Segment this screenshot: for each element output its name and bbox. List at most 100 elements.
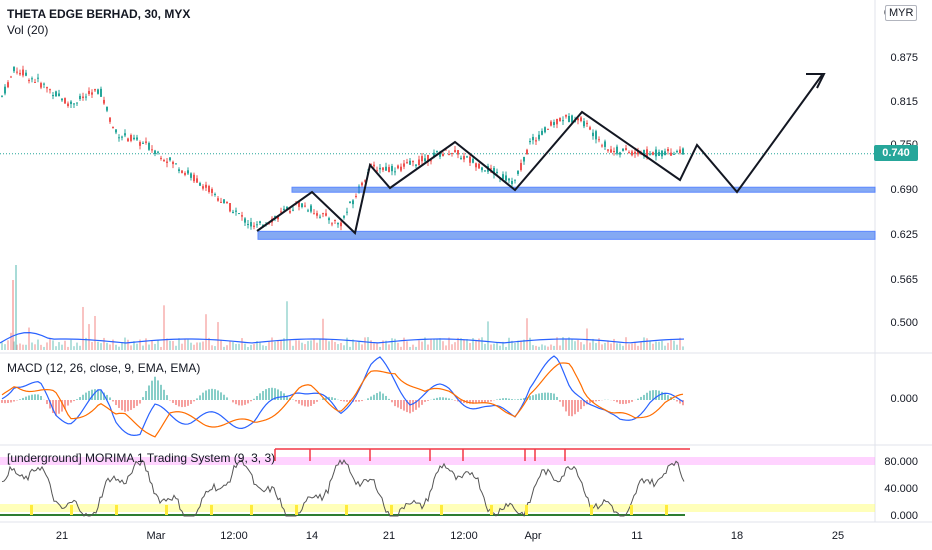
volume-bar	[12, 280, 14, 350]
volume-bar	[52, 340, 54, 350]
candle-body	[109, 117, 111, 122]
morima-line	[1, 459, 685, 517]
volume-bar	[274, 341, 276, 350]
volume-bar	[670, 338, 672, 350]
macd-histogram-bar	[265, 389, 267, 400]
candle-body	[73, 103, 75, 105]
volume-bar	[277, 340, 279, 350]
volume-bar	[322, 318, 324, 350]
macd-histogram-bar	[403, 400, 405, 411]
candle-body	[460, 157, 462, 159]
candle-body	[100, 88, 102, 97]
candle-body	[232, 211, 234, 214]
volume-bar	[463, 339, 465, 350]
volume-bar	[4, 344, 6, 350]
volume-bar	[217, 322, 219, 350]
macd-histogram-bar	[298, 400, 300, 404]
candle-body	[520, 162, 522, 171]
price-tick: 0.875	[890, 52, 918, 64]
candle-body	[310, 205, 312, 212]
volume-bar	[589, 342, 591, 350]
morima-title[interactable]: [underground] MORIMA 1 Trading System (9…	[7, 451, 276, 465]
macd-histogram-bar	[73, 400, 75, 402]
volume-bar	[562, 337, 564, 350]
volume-bar	[535, 345, 537, 350]
volume-bar	[493, 343, 495, 350]
volume-bar	[244, 343, 246, 350]
volume-bar	[298, 340, 300, 350]
support-zone-upper	[291, 186, 876, 193]
volume-bar	[478, 338, 480, 350]
volume-bar	[247, 346, 249, 350]
macd-histogram-bar	[313, 400, 315, 404]
macd-histogram-bar	[412, 400, 414, 412]
volume-bar	[157, 340, 159, 350]
volume-bar	[595, 343, 597, 350]
macd-histogram-bar	[310, 400, 312, 406]
candle-body	[256, 224, 258, 226]
candle-body	[616, 146, 618, 154]
macd-histogram-bar	[439, 397, 441, 400]
candle-body	[325, 213, 327, 216]
currency-badge[interactable]: MYR	[885, 5, 918, 21]
macd-histogram-bar	[598, 400, 600, 401]
macd-histogram-bar	[640, 396, 642, 400]
volume-bar	[367, 337, 369, 350]
candle-body	[364, 180, 366, 182]
symbol-title[interactable]: THETA EDGE BERHAD, 30, MYX	[7, 7, 191, 21]
candle-body	[619, 152, 621, 155]
zigzag-projection-drawing[interactable]	[256, 73, 826, 235]
macd-line	[1, 355, 684, 436]
macd-histogram-bar	[22, 397, 24, 400]
volume-bar	[85, 337, 87, 350]
macd-histogram-bar	[268, 388, 270, 400]
volume-bar	[37, 339, 39, 350]
candle-body	[118, 137, 120, 139]
time-tick: 21	[55, 530, 69, 542]
volume-bar	[292, 345, 294, 350]
candle-body	[523, 156, 525, 162]
volume-bar	[520, 340, 522, 350]
macd-histogram-bar	[424, 400, 426, 402]
volume-bar	[127, 339, 129, 350]
macd-histogram-bar	[175, 400, 177, 406]
macd-histogram-bar	[520, 398, 522, 400]
volume-bar	[550, 344, 552, 350]
candle-body	[472, 158, 474, 163]
macd-histogram-bar	[271, 387, 273, 400]
candle-body	[373, 164, 375, 167]
macd-histogram-bar	[208, 389, 210, 400]
volume-bar	[181, 343, 183, 350]
macd-histogram-bar	[667, 395, 669, 400]
volume-bar	[538, 346, 540, 350]
candle-body	[562, 120, 564, 122]
volume-bar	[391, 338, 393, 350]
macd-histogram-bar	[535, 394, 537, 400]
macd-title[interactable]: MACD (12, 26, close, 9, EMA, EMA)	[7, 361, 201, 375]
candle-body	[139, 142, 141, 146]
macd-histogram-bar	[307, 400, 309, 407]
volume-bar	[502, 341, 504, 350]
candle-body	[172, 161, 174, 165]
volume-bar	[607, 340, 609, 350]
volume-bar	[130, 345, 132, 350]
macd-histogram-bar	[262, 390, 264, 400]
volume-bar	[10, 332, 12, 350]
macd-histogram-bar	[334, 398, 336, 400]
volume-bar	[208, 337, 210, 350]
macd-histogram-bar	[523, 398, 525, 400]
support-zones[interactable]	[257, 186, 876, 240]
candle-body	[19, 72, 21, 75]
time-tick: 12:00	[450, 530, 478, 542]
macd-histogram-bar	[232, 400, 234, 403]
candle-body	[439, 153, 441, 157]
macd-histogram-bar	[172, 400, 174, 403]
candle-body	[85, 96, 87, 98]
volume-label[interactable]: Vol (20)	[7, 23, 49, 37]
volume-bar	[631, 343, 633, 350]
candle-body	[550, 121, 552, 126]
macd-histogram-bar	[388, 398, 390, 400]
volume-bar	[235, 343, 237, 350]
volume-bar	[643, 337, 645, 350]
